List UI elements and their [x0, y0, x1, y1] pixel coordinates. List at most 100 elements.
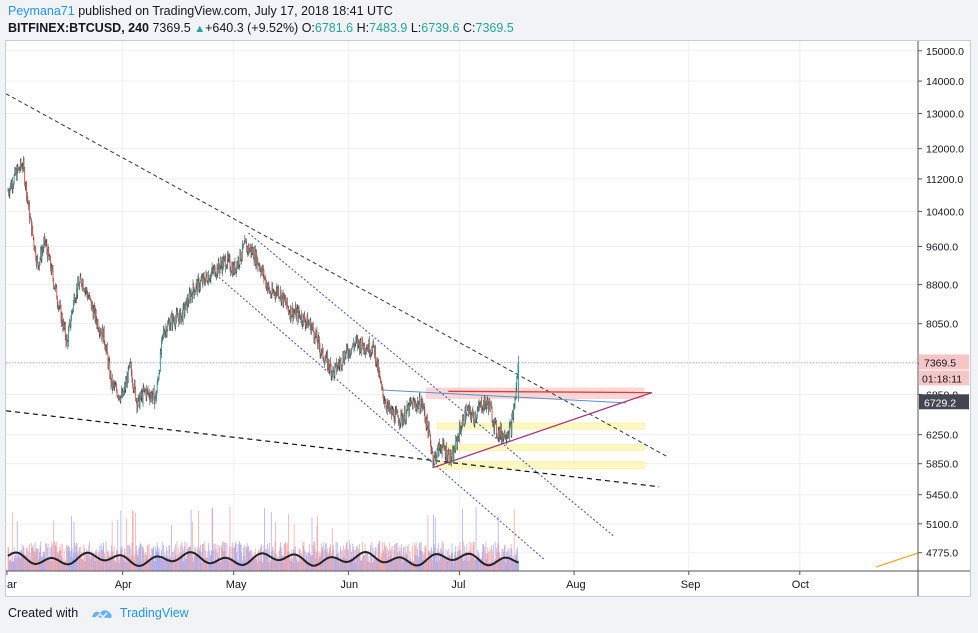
candle — [421, 397, 423, 412]
candle — [341, 364, 343, 371]
candle-body — [376, 357, 378, 364]
volume-bar — [61, 556, 63, 571]
candle-body — [429, 432, 431, 435]
candle — [76, 288, 78, 300]
volume-bar — [477, 549, 479, 571]
candle — [349, 349, 351, 360]
candle-body — [431, 450, 433, 452]
volume-bar — [141, 544, 143, 571]
candle-body — [56, 299, 58, 304]
candle — [298, 305, 300, 318]
candle — [494, 418, 495, 435]
candle — [68, 322, 70, 332]
candle — [328, 359, 330, 372]
volume-bar — [129, 558, 131, 571]
candle — [251, 244, 253, 258]
volume-bar — [449, 554, 450, 571]
volume-bar — [326, 548, 328, 571]
volume-bar — [193, 546, 195, 571]
volume-bar — [64, 560, 66, 571]
candle — [288, 310, 290, 315]
candle — [125, 376, 127, 388]
candle-body — [340, 358, 342, 368]
candle-body — [113, 382, 114, 384]
candle — [495, 417, 497, 424]
tradingview-brand[interactable]: TradingView — [119, 606, 189, 620]
candle-body — [495, 419, 497, 422]
candle — [422, 401, 424, 410]
volume-bar — [105, 541, 107, 571]
volume-bar — [516, 549, 518, 571]
candle-body — [341, 364, 343, 367]
volume-bar — [79, 558, 81, 571]
candle — [375, 344, 376, 367]
candle — [129, 362, 130, 369]
volume-bar — [189, 546, 191, 571]
candle — [212, 264, 214, 274]
candle-body — [306, 321, 307, 324]
candle — [114, 380, 116, 391]
volume-bar — [144, 561, 146, 571]
trend-drawings — [5, 93, 919, 568]
volume-bar — [370, 556, 372, 571]
candle — [55, 284, 57, 289]
volume-bar — [151, 549, 153, 571]
volume-bar — [34, 551, 35, 571]
volume-bar — [455, 555, 457, 571]
candle-body — [228, 257, 230, 259]
volume-bar — [177, 554, 179, 571]
author-link[interactable]: Peymana71 — [8, 4, 75, 18]
candle-body — [346, 345, 348, 349]
volume-bar — [212, 507, 214, 571]
candle-body — [223, 258, 225, 267]
volume-bar — [315, 552, 317, 571]
candle — [109, 370, 111, 380]
candle-body — [473, 421, 475, 425]
candle — [370, 349, 372, 360]
volume-bar — [248, 545, 249, 571]
volume-bar — [60, 544, 62, 571]
candle — [223, 253, 225, 268]
volume-bar — [225, 542, 227, 571]
volume-bar — [102, 546, 104, 571]
candle — [218, 258, 220, 271]
candle — [77, 276, 79, 287]
candle — [362, 337, 364, 347]
volume-bar — [175, 544, 177, 571]
volume-bar — [288, 551, 290, 571]
candle — [196, 279, 198, 297]
chart-frame[interactable]: 15000.0 14000.0 13000.0 12000.0 11200.0 10400… — [5, 40, 971, 597]
candle-body — [281, 295, 283, 303]
candle-body — [240, 259, 242, 261]
candle-body — [298, 309, 299, 321]
price-chart[interactable]: 15000.014000.013000.012000.011200.010400… — [5, 41, 970, 596]
candle — [107, 352, 109, 370]
candle — [504, 431, 506, 440]
volume-bar — [41, 557, 43, 571]
volume-bar — [93, 555, 95, 571]
candle-body — [109, 372, 111, 378]
candle — [160, 347, 162, 355]
volume-bar — [457, 551, 458, 571]
volume-bar — [38, 558, 40, 571]
candle-body — [386, 406, 388, 410]
volume-bar — [207, 543, 209, 571]
volume-bar — [238, 561, 240, 571]
candle — [474, 410, 476, 424]
candle — [198, 273, 199, 284]
volume-bar — [211, 550, 212, 571]
candle — [496, 433, 498, 438]
candle — [35, 255, 37, 268]
candle — [353, 343, 355, 353]
volume-bar — [418, 542, 420, 571]
candle-body — [151, 396, 153, 401]
candle — [280, 285, 282, 301]
volume-bars — [7, 506, 520, 571]
candle-body — [109, 361, 111, 378]
candle — [72, 300, 74, 313]
candle-body — [172, 315, 174, 327]
candle-body — [384, 401, 386, 404]
candle — [390, 405, 392, 411]
volume-bar — [474, 559, 476, 571]
volume-bar — [502, 549, 504, 571]
